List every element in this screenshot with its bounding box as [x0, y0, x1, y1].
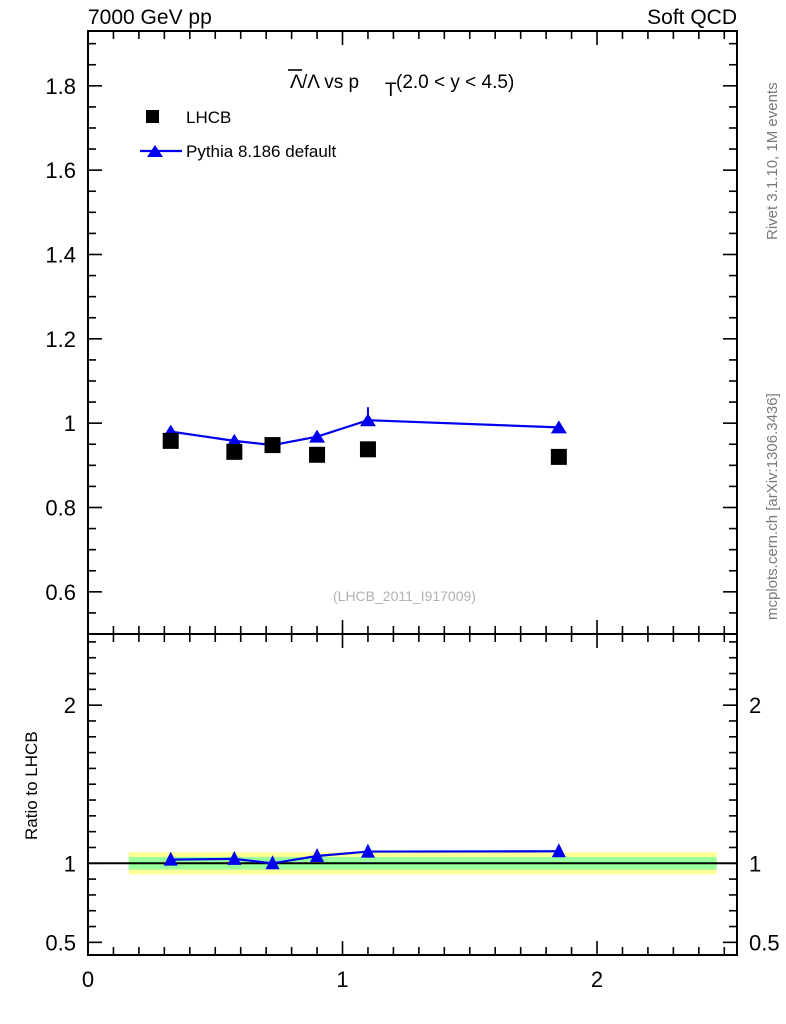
pythia-line [170, 419, 559, 447]
main-panel-y-ticks: 1.8 1.6 1.4 1.2 1 0.8 0.6 [45, 42, 737, 614]
lhcb-marker [550, 448, 567, 465]
pythia-marker [550, 420, 567, 434]
ratio-pythia-marker [360, 843, 375, 858]
main-panel-series [162, 407, 567, 465]
ratio-y-tick-label: 0.5 [45, 930, 76, 955]
ratio-y-tick-label-right: 2 [749, 693, 761, 718]
legend-marker-square [146, 110, 159, 123]
lhcb-marker [309, 446, 326, 463]
y-tick-label: 1.8 [45, 74, 76, 99]
ratio-y-tick-label-right: 1 [749, 851, 761, 876]
y-tick-label: 1 [64, 411, 76, 436]
pythia-marker [226, 433, 243, 447]
title-parenthetical: (2.0 < y < 4.5) [396, 72, 514, 93]
lhcb-marker [226, 443, 243, 460]
title-subscript: T [385, 80, 397, 101]
analysis-id-watermark: (LHCB_2011_I917009) [333, 588, 476, 604]
lhcb-marker [162, 432, 179, 449]
legend-label-lhcb: LHCB [186, 108, 231, 127]
y-tick-label: 0.8 [45, 495, 76, 520]
ratio-pythia-marker [227, 850, 242, 865]
x-tick-label: 1 [336, 967, 348, 992]
header-left-label: 7000 GeV pp [88, 6, 212, 29]
ratio-y-tick-label-right: 0.5 [749, 930, 780, 955]
ratio-pythia-marker [551, 843, 566, 858]
y-tick-label: 1.4 [45, 242, 76, 267]
x-tick-label: 2 [591, 967, 603, 992]
lhcb-marker [264, 437, 281, 454]
ratio-y-tick-label: 1 [64, 851, 76, 876]
x-axis-tick-labels: 0 1 2 [82, 967, 603, 992]
legend-marker-triangle [147, 145, 163, 157]
title-lambdabar: Λ [290, 72, 303, 93]
ratio-panel-frame [87, 633, 738, 956]
ratio-y-tick-label: 2 [64, 693, 76, 718]
ratio-pythia-marker [310, 848, 325, 863]
ratio-panel-x-ticks [87, 634, 726, 955]
lhcb-marker [359, 441, 376, 458]
y-tick-label: 0.6 [45, 580, 76, 605]
pythia-marker [309, 429, 326, 443]
ratio-panel-series [163, 843, 566, 870]
ratio-panel-y-ticks: 2 1 0.5 2 1 0.5 [45, 641, 780, 955]
x-tick-label: 0 [82, 967, 94, 992]
main-panel-x-ticks [87, 31, 726, 634]
header-right-label: Soft QCD [647, 6, 737, 29]
legend: LHCB Pythia 8.186 default [140, 108, 337, 161]
y-tick-label: 1.6 [45, 158, 76, 183]
ratio-pythia-marker [265, 855, 280, 870]
legend-label-pythia: Pythia 8.186 default [186, 142, 337, 161]
ratio-pythia-marker [163, 851, 178, 866]
ratio-pythia-line [170, 850, 559, 865]
main-panel-title: Λ /Λ vs p T (2.0 < y < 4.5) [288, 69, 514, 101]
y-tick-label: 1.2 [45, 327, 76, 352]
main-panel-frame [87, 30, 738, 635]
title-main-text: /Λ vs p [302, 72, 359, 93]
